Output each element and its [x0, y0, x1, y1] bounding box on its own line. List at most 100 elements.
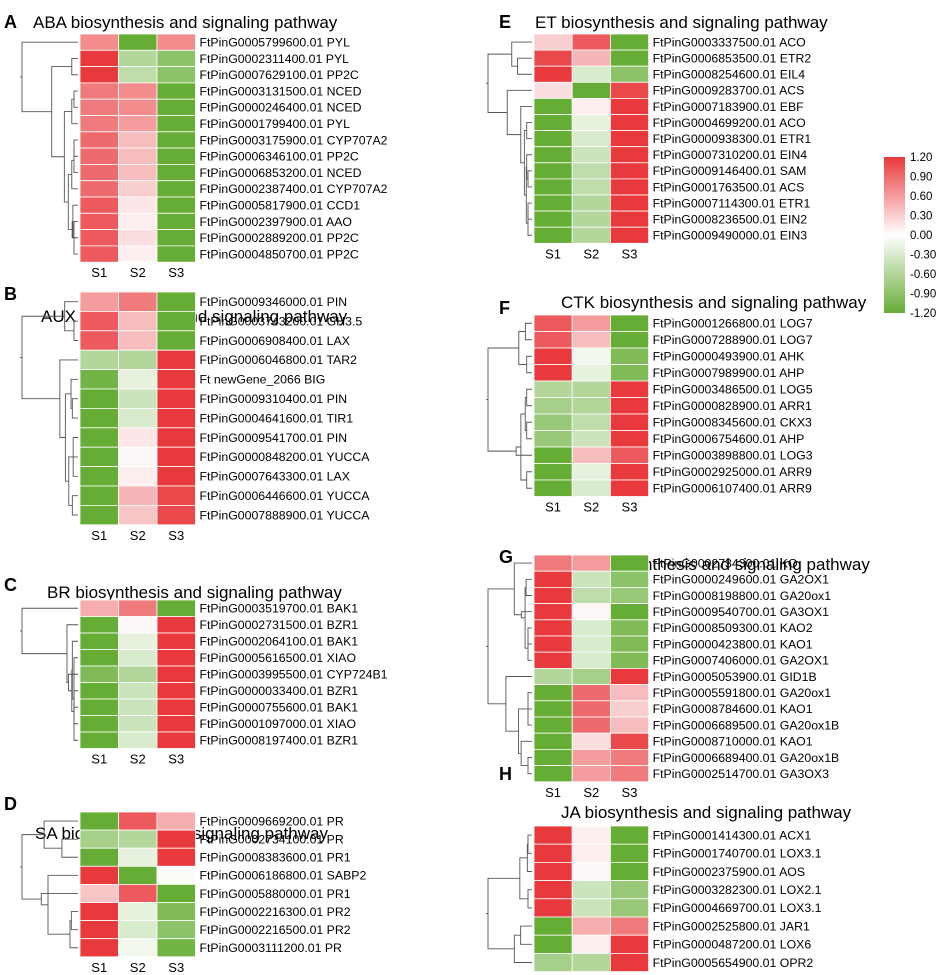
heatmap-cell	[118, 632, 158, 650]
heatmap-cell	[533, 749, 573, 767]
row-label: FtPinG0002387400.01 CYP707A2	[200, 182, 388, 196]
heatmap-cell	[156, 902, 196, 922]
row-label: FtPinG0003519700.01 BAK1	[200, 602, 359, 616]
heatmap-cell	[571, 953, 611, 973]
row-label: FtPinG0002925000.01 ARR9	[653, 465, 812, 479]
dendrogram-branch	[64, 393, 72, 482]
heatmap-cell	[79, 310, 119, 332]
heatmap-cell	[533, 65, 573, 83]
row-label: FtPinG0009283700.01 ACS	[653, 84, 805, 98]
dendrogram-branch	[73, 657, 78, 741]
heatmap-cell	[79, 616, 119, 634]
heatmap-cell	[118, 485, 158, 506]
heatmap-cell	[610, 635, 650, 653]
row-label: FtPinG0006853200.01 NCED	[200, 166, 362, 180]
heatmap-cell	[156, 938, 196, 958]
row-label: FtPinG0007888900.01 YUCCA	[200, 508, 371, 522]
heatmap-cell	[571, 194, 611, 212]
panel-title: BR biosynthesis and signaling pathway	[47, 583, 342, 602]
heatmap-cell	[156, 829, 196, 849]
heatmap-cell	[118, 466, 158, 487]
heatmap-cell	[533, 146, 573, 164]
row-label: FtPinG0002216300.01 PR2	[200, 905, 351, 919]
heatmap-cell	[533, 825, 573, 845]
heatmap-cell	[79, 698, 119, 716]
heatmap-cell	[156, 229, 196, 247]
heatmap-cell	[533, 765, 573, 783]
heatmap-cell	[533, 98, 573, 115]
heatmap-cell	[610, 314, 650, 332]
heatmap-cell	[156, 212, 196, 231]
row-label: FtPinG0000828900.01 ARR1	[653, 399, 812, 413]
row-label: FtPinG0002731500.01 BZR1	[200, 618, 359, 632]
heatmap-cell	[533, 430, 573, 448]
heatmap-cell	[79, 427, 119, 448]
row-label: FtPinG0006689400.01 GA20ox1B	[653, 751, 840, 765]
row-label: FtPinG0000249600.01 GA2OX1	[653, 573, 830, 587]
heatmap-cell	[118, 163, 158, 182]
heatmap-cell	[533, 413, 573, 431]
heatmap-cell	[533, 130, 573, 148]
heatmap-cell	[156, 427, 196, 448]
heatmap-cell	[610, 65, 650, 83]
dendrogram-branch	[526, 122, 532, 140]
heatmap-cell	[118, 682, 158, 700]
row-dendrogram	[486, 41, 532, 236]
heatmap-cell	[533, 178, 573, 196]
row-label: FtPinG0001266800.01 LOG7	[653, 317, 813, 331]
column-label: S1	[545, 246, 561, 261]
row-label: FtPinG0009310400.01 PIN	[200, 392, 348, 406]
panel-letter: H	[499, 764, 512, 784]
column-label: S3	[168, 960, 184, 975]
dendrogram-branch	[71, 669, 74, 712]
heatmap-cell	[156, 66, 196, 84]
heatmap-cell	[79, 196, 119, 214]
dendrogram-branch	[73, 90, 78, 108]
dendrogram-branch	[525, 166, 528, 224]
heatmap-cell	[610, 619, 650, 637]
heatmap-cell	[79, 82, 119, 100]
legend-tick-label: -0.60	[910, 269, 936, 281]
heatmap-cell	[533, 953, 573, 973]
dendrogram-branch	[527, 834, 532, 854]
row-label: FtPinG0001414300.01 ACX1	[653, 828, 812, 842]
row-label: FtPinG0006046800.01 TAR2	[200, 353, 358, 367]
heatmap-cell	[79, 599, 119, 617]
dendrogram-branch	[513, 934, 532, 963]
dendrogram-branch	[487, 347, 519, 452]
column-label: S2	[583, 785, 599, 800]
legend-tick-label: -1.20	[910, 308, 936, 320]
row-label: FtPinG0006107400.01 ARR9	[653, 482, 812, 496]
row-label: FtPinG0002064100.01 BAK1	[200, 635, 359, 649]
dendrogram-branch	[21, 41, 78, 113]
heatmap-cell	[533, 843, 573, 863]
heatmap-cell	[118, 115, 158, 133]
heatmap-cell	[533, 916, 573, 936]
heatmap-cell	[79, 229, 119, 247]
row-label: FtPinG0008345600.01 CKX3	[653, 416, 812, 430]
heatmap-cell	[571, 749, 611, 767]
heatmap-cell	[533, 33, 573, 51]
heatmap-cell	[156, 407, 196, 429]
row-dendrogram	[20, 41, 78, 255]
row-label: FtPinG0000033400.01 BZR1	[200, 684, 359, 698]
heatmap-cell	[571, 635, 611, 653]
column-label: S3	[168, 265, 184, 280]
column-label: S2	[130, 752, 146, 767]
heatmap-cell	[533, 210, 573, 228]
color-legend: 1.20 0.90 0.60 0.30 0.00 -0.30 -0.60 -0.90 -1.20	[884, 152, 936, 320]
heatmap-cell	[533, 331, 573, 349]
dendrogram-branch	[73, 148, 78, 173]
column-label: S1	[545, 500, 561, 515]
heatmap-cell	[571, 178, 611, 196]
heatmap-cell	[610, 862, 650, 882]
heatmap-cell	[610, 825, 650, 845]
column-label: S2	[130, 960, 146, 975]
heatmap-cell	[118, 369, 158, 390]
dendrogram-branch	[71, 98, 78, 125]
heatmap-cell	[610, 446, 650, 464]
dendrogram-branch	[487, 877, 520, 950]
heatmap-cell	[156, 147, 196, 165]
dendrogram-branch	[487, 588, 515, 705]
heatmap-cell	[156, 196, 196, 214]
